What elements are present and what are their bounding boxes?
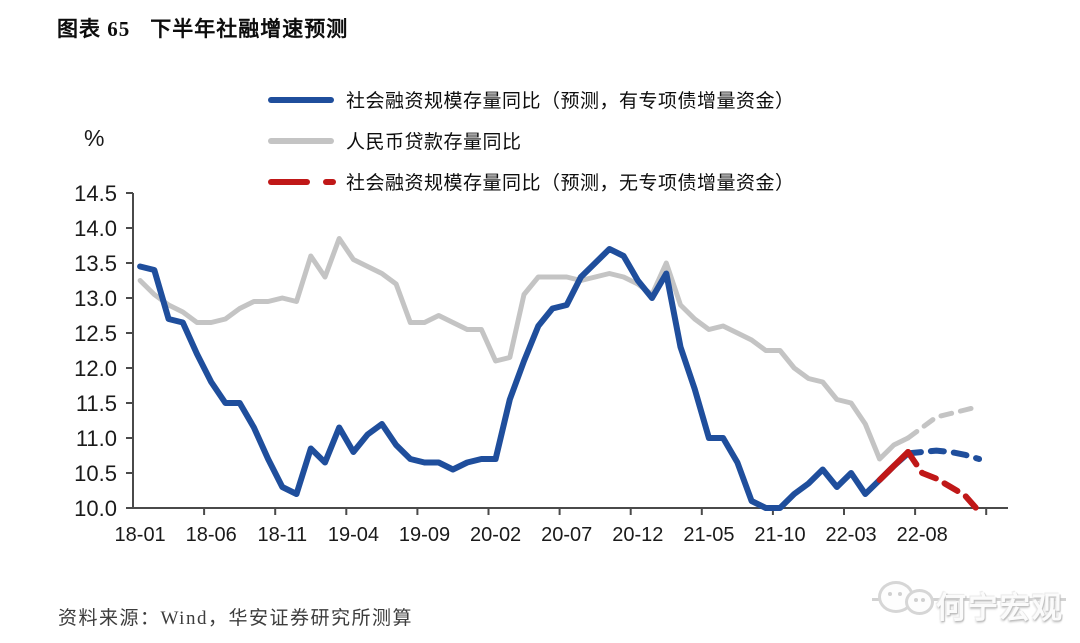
watermark-divider xyxy=(872,598,1066,601)
legend-item-rmb-loans: 人民币贷款存量同比 xyxy=(268,127,795,154)
svg-text:18-01: 18-01 xyxy=(115,524,166,546)
source-note: 资料来源：Wind，华安证券研究所测算 xyxy=(58,608,413,629)
svg-text:20-12: 20-12 xyxy=(612,524,663,546)
svg-text:21-05: 21-05 xyxy=(683,524,734,546)
svg-text:18-06: 18-06 xyxy=(186,524,237,546)
gray-solid-line-icon xyxy=(268,137,338,144)
svg-text:12.5: 12.5 xyxy=(74,321,117,346)
svg-text:10.5: 10.5 xyxy=(74,461,117,486)
legend-label: 人民币贷款存量同比 xyxy=(346,132,522,153)
blue-solid-line-icon xyxy=(268,96,338,103)
legend-item-sf-with-special-bonds: 社会融资规模存量同比（预测，有专项债增量资金） xyxy=(268,86,795,113)
svg-text:19-09: 19-09 xyxy=(399,524,450,546)
svg-text:11.5: 11.5 xyxy=(76,391,117,416)
legend-item-sf-without-special-bonds: 社会融资规模存量同比（预测，无专项债增量资金） xyxy=(268,168,795,195)
chart-legend: 社会融资规模存量同比（预测，有专项债增量资金） 人民币贷款存量同比 社会融资规模… xyxy=(268,86,795,209)
svg-text:22-08: 22-08 xyxy=(897,524,948,546)
legend-label: 社会融资规模存量同比（预测，有专项债增量资金） xyxy=(346,91,795,112)
svg-text:13.0: 13.0 xyxy=(74,286,117,311)
svg-text:10.0: 10.0 xyxy=(74,496,117,521)
svg-text:13.5: 13.5 xyxy=(74,251,117,276)
svg-text:22-03: 22-03 xyxy=(826,524,877,546)
svg-text:19-04: 19-04 xyxy=(328,524,379,546)
svg-text:14.0: 14.0 xyxy=(74,216,117,241)
chart-title: 图表 65 下半年社融增速预测 xyxy=(57,13,348,43)
svg-text:21-10: 21-10 xyxy=(754,524,805,546)
svg-text:14.5: 14.5 xyxy=(74,181,117,206)
y-axis-unit-label: % xyxy=(84,125,105,151)
watermark-text: 何宁宏观 xyxy=(936,592,1064,625)
red-dashed-line-icon xyxy=(268,178,338,185)
svg-text:18-11: 18-11 xyxy=(257,524,307,546)
svg-text:20-07: 20-07 xyxy=(541,524,592,546)
svg-text:20-02: 20-02 xyxy=(470,524,521,546)
chart-title-text: 下半年社融增速预测 xyxy=(150,17,349,41)
svg-text:12.0: 12.0 xyxy=(74,356,117,381)
chart-title-prefix: 图表 65 xyxy=(57,17,131,41)
chat-bubble-small-icon xyxy=(905,589,934,615)
svg-text:11.0: 11.0 xyxy=(76,426,117,451)
legend-label: 社会融资规模存量同比（预测，无专项债增量资金） xyxy=(346,173,795,194)
